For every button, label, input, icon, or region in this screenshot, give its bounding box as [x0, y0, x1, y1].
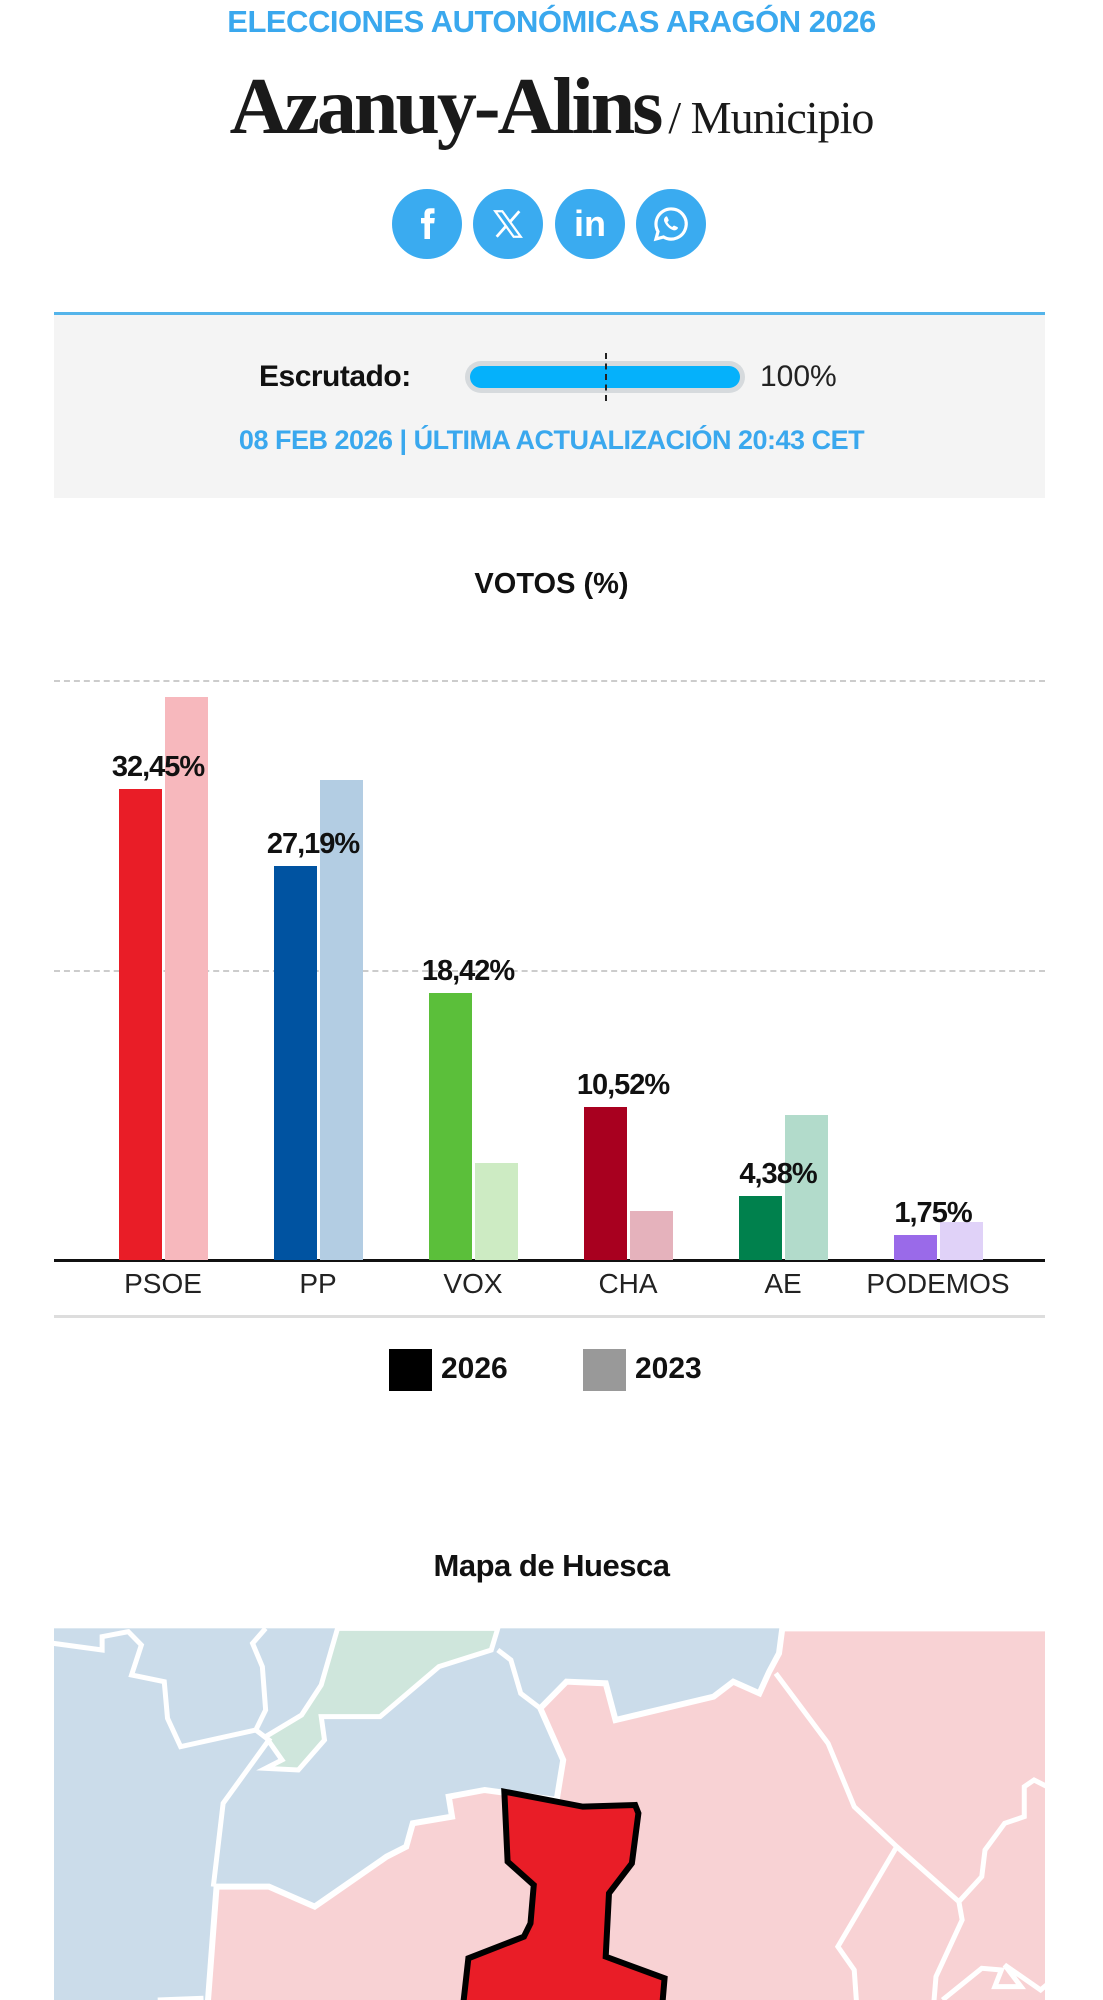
value-label-ae: 4,38%: [739, 1158, 817, 1191]
category-label-psoe: PSOE: [124, 1268, 202, 1299]
share-linkedin-button[interactable]: in: [555, 189, 625, 259]
category-label-vox: VOX: [443, 1268, 503, 1299]
municipality-type: / Municipio: [668, 92, 874, 143]
map-region-azanuy-alins-selected[interactable]: [462, 1792, 665, 2000]
category-label-ae: AE: [764, 1268, 802, 1299]
x-icon: [493, 210, 523, 238]
bar-vox-2023: [475, 1162, 518, 1260]
chart-title: VOTOS (%): [474, 568, 629, 600]
municipality-title: Azanuy-Alins: [229, 63, 664, 151]
bar-vox-2026: [429, 992, 472, 1260]
bar-podemos-2026: [894, 1234, 937, 1260]
category-label-pp: PP: [299, 1268, 337, 1299]
category-label-cha: CHA: [598, 1268, 658, 1299]
map-region-cha[interactable]: [266, 1628, 498, 1770]
bar-cha-2023: [630, 1210, 673, 1260]
legend-swatch-2023: [583, 1349, 626, 1391]
gridline-40: [54, 680, 1045, 682]
last-update: 08 FEB 2026 | ÚLTIMA ACTUALIZACIÓN 20:43…: [238, 425, 865, 455]
share-x-button[interactable]: [473, 189, 543, 259]
value-label-podemos: 1,75%: [894, 1196, 972, 1229]
bar-psoe-2026: [119, 789, 162, 1260]
scrutiny-label: Escrutado:: [259, 360, 411, 393]
chart-divider: [54, 1315, 1045, 1318]
whatsapp-icon: [653, 207, 688, 242]
category-label-podemos: PODEMOS: [866, 1268, 1010, 1299]
bar-ae-2026: [739, 1196, 782, 1260]
legend-swatch-2026: [389, 1349, 432, 1391]
bar-psoe-2023: [165, 697, 208, 1260]
scrutiny-percent: 100%: [760, 360, 837, 393]
share-facebook-button[interactable]: [392, 189, 462, 259]
legend-label-2023: 2023: [635, 1352, 702, 1385]
value-label-pp: 27,19%: [266, 827, 360, 860]
bar-pp-2023: [320, 780, 363, 1260]
page-title-block: Azanuy-Alins / Municipio: [0, 62, 1103, 153]
count-status-panel: [54, 315, 1045, 498]
legend-label-2026: 2026: [441, 1352, 508, 1385]
election-kicker: ELECCIONES AUTONÓMICAS ARAGÓN 2026: [227, 4, 876, 39]
huesca-map[interactable]: [54, 1628, 1045, 2000]
map-title: Mapa de Huesca: [433, 1548, 670, 1583]
value-label-vox: 18,42%: [421, 954, 515, 987]
facebook-icon: [421, 208, 435, 239]
gridline-20: [54, 970, 1045, 972]
bar-podemos-2023: [940, 1222, 983, 1260]
bar-cha-2026: [584, 1107, 627, 1260]
section-divider: [54, 312, 1045, 315]
value-label-cha: 10,52%: [576, 1069, 670, 1102]
share-whatsapp-button[interactable]: [636, 189, 706, 259]
map-boundaries: [54, 1628, 1045, 2000]
bar-pp-2026: [274, 865, 317, 1260]
linkedin-icon: in: [574, 203, 606, 244]
scrutiny-midpoint-marker: [605, 353, 607, 401]
x-axis: [54, 1259, 1045, 1262]
bar-ae-2023: [785, 1115, 828, 1260]
value-label-psoe: 32,45%: [111, 751, 205, 784]
